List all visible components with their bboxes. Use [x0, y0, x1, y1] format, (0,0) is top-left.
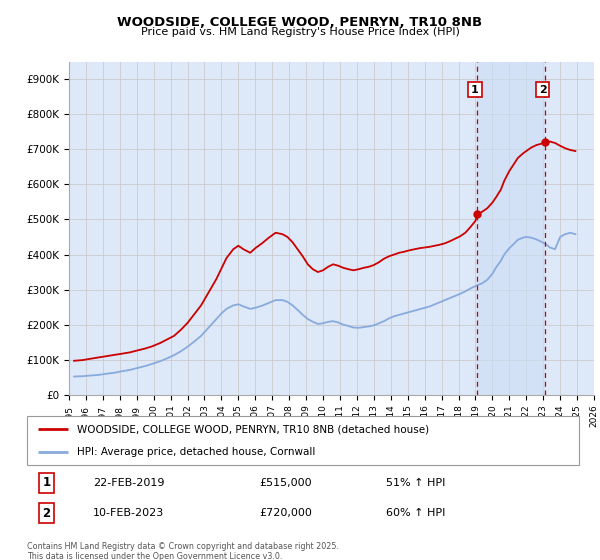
- Text: 2: 2: [539, 85, 547, 95]
- Text: WOODSIDE, COLLEGE WOOD, PENRYN, TR10 8NB (detached house): WOODSIDE, COLLEGE WOOD, PENRYN, TR10 8NB…: [77, 424, 429, 435]
- Text: HPI: Average price, detached house, Cornwall: HPI: Average price, detached house, Corn…: [77, 447, 315, 458]
- Text: £720,000: £720,000: [259, 508, 312, 518]
- Text: 60% ↑ HPI: 60% ↑ HPI: [386, 508, 445, 518]
- Text: 2: 2: [42, 507, 50, 520]
- Text: £515,000: £515,000: [259, 478, 311, 488]
- FancyBboxPatch shape: [27, 416, 579, 465]
- Bar: [478, 62, 545, 395]
- Text: 22-FEB-2019: 22-FEB-2019: [93, 478, 165, 488]
- Text: 10-FEB-2023: 10-FEB-2023: [93, 508, 164, 518]
- Text: Price paid vs. HM Land Registry's House Price Index (HPI): Price paid vs. HM Land Registry's House …: [140, 27, 460, 37]
- Text: 51% ↑ HPI: 51% ↑ HPI: [386, 478, 445, 488]
- Text: Contains HM Land Registry data © Crown copyright and database right 2025.
This d: Contains HM Land Registry data © Crown c…: [27, 542, 339, 560]
- Text: WOODSIDE, COLLEGE WOOD, PENRYN, TR10 8NB: WOODSIDE, COLLEGE WOOD, PENRYN, TR10 8NB: [118, 16, 482, 29]
- Text: 1: 1: [471, 85, 479, 95]
- Text: 1: 1: [42, 477, 50, 489]
